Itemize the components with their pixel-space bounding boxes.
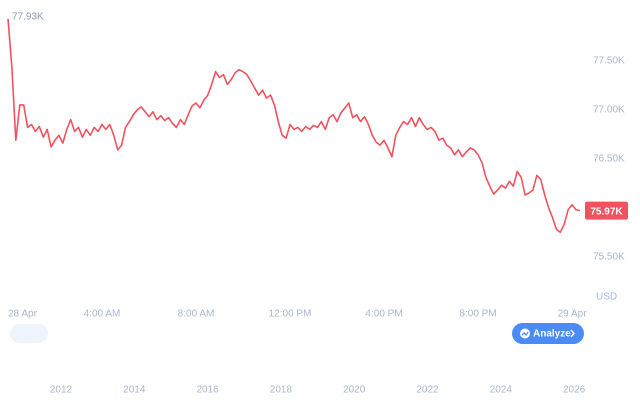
timeline-year: 2026: [563, 385, 586, 396]
last-price-label: 75.97K: [590, 206, 623, 217]
y-tick-label: 75.50K: [593, 251, 625, 262]
analyze-icon-line: [521, 331, 529, 337]
analyze-bg: [512, 323, 584, 344]
x-tick-label: 4:00 PM: [365, 309, 402, 320]
unit-label: USD: [596, 292, 617, 303]
timeline-year: 2016: [196, 385, 219, 396]
analyze-button[interactable]: Analyze: [512, 323, 584, 344]
x-tick-label: 4:00 AM: [84, 309, 121, 320]
x-tick-label: 28 Apr: [8, 309, 38, 320]
y-tick-label: 76.50K: [593, 153, 625, 164]
analyze-chevron: [570, 329, 575, 338]
analyze-label: Analyze: [533, 329, 571, 340]
timeline-year: 2014: [123, 385, 146, 396]
x-tick-label: 8:00 AM: [178, 309, 215, 320]
high-label: 77.93K: [12, 11, 44, 22]
x-tick-label: 12:00 PM: [269, 309, 312, 320]
timeline-year: 2022: [416, 385, 439, 396]
timeline-year: 2018: [270, 385, 293, 396]
timeline-year: 2020: [343, 385, 366, 396]
x-tick-label: 8:00 PM: [459, 309, 496, 320]
timeline-year: 2024: [490, 385, 513, 396]
x-tick-label: 29 Apr: [558, 309, 588, 320]
y-tick-label: 77.50K: [593, 56, 625, 67]
range-pill[interactable]: [10, 324, 48, 343]
y-tick-label: 77.00K: [593, 104, 625, 115]
timeline-year: 2012: [50, 385, 73, 396]
last-price-badge: [585, 201, 628, 220]
price-line: [7, 18, 581, 233]
